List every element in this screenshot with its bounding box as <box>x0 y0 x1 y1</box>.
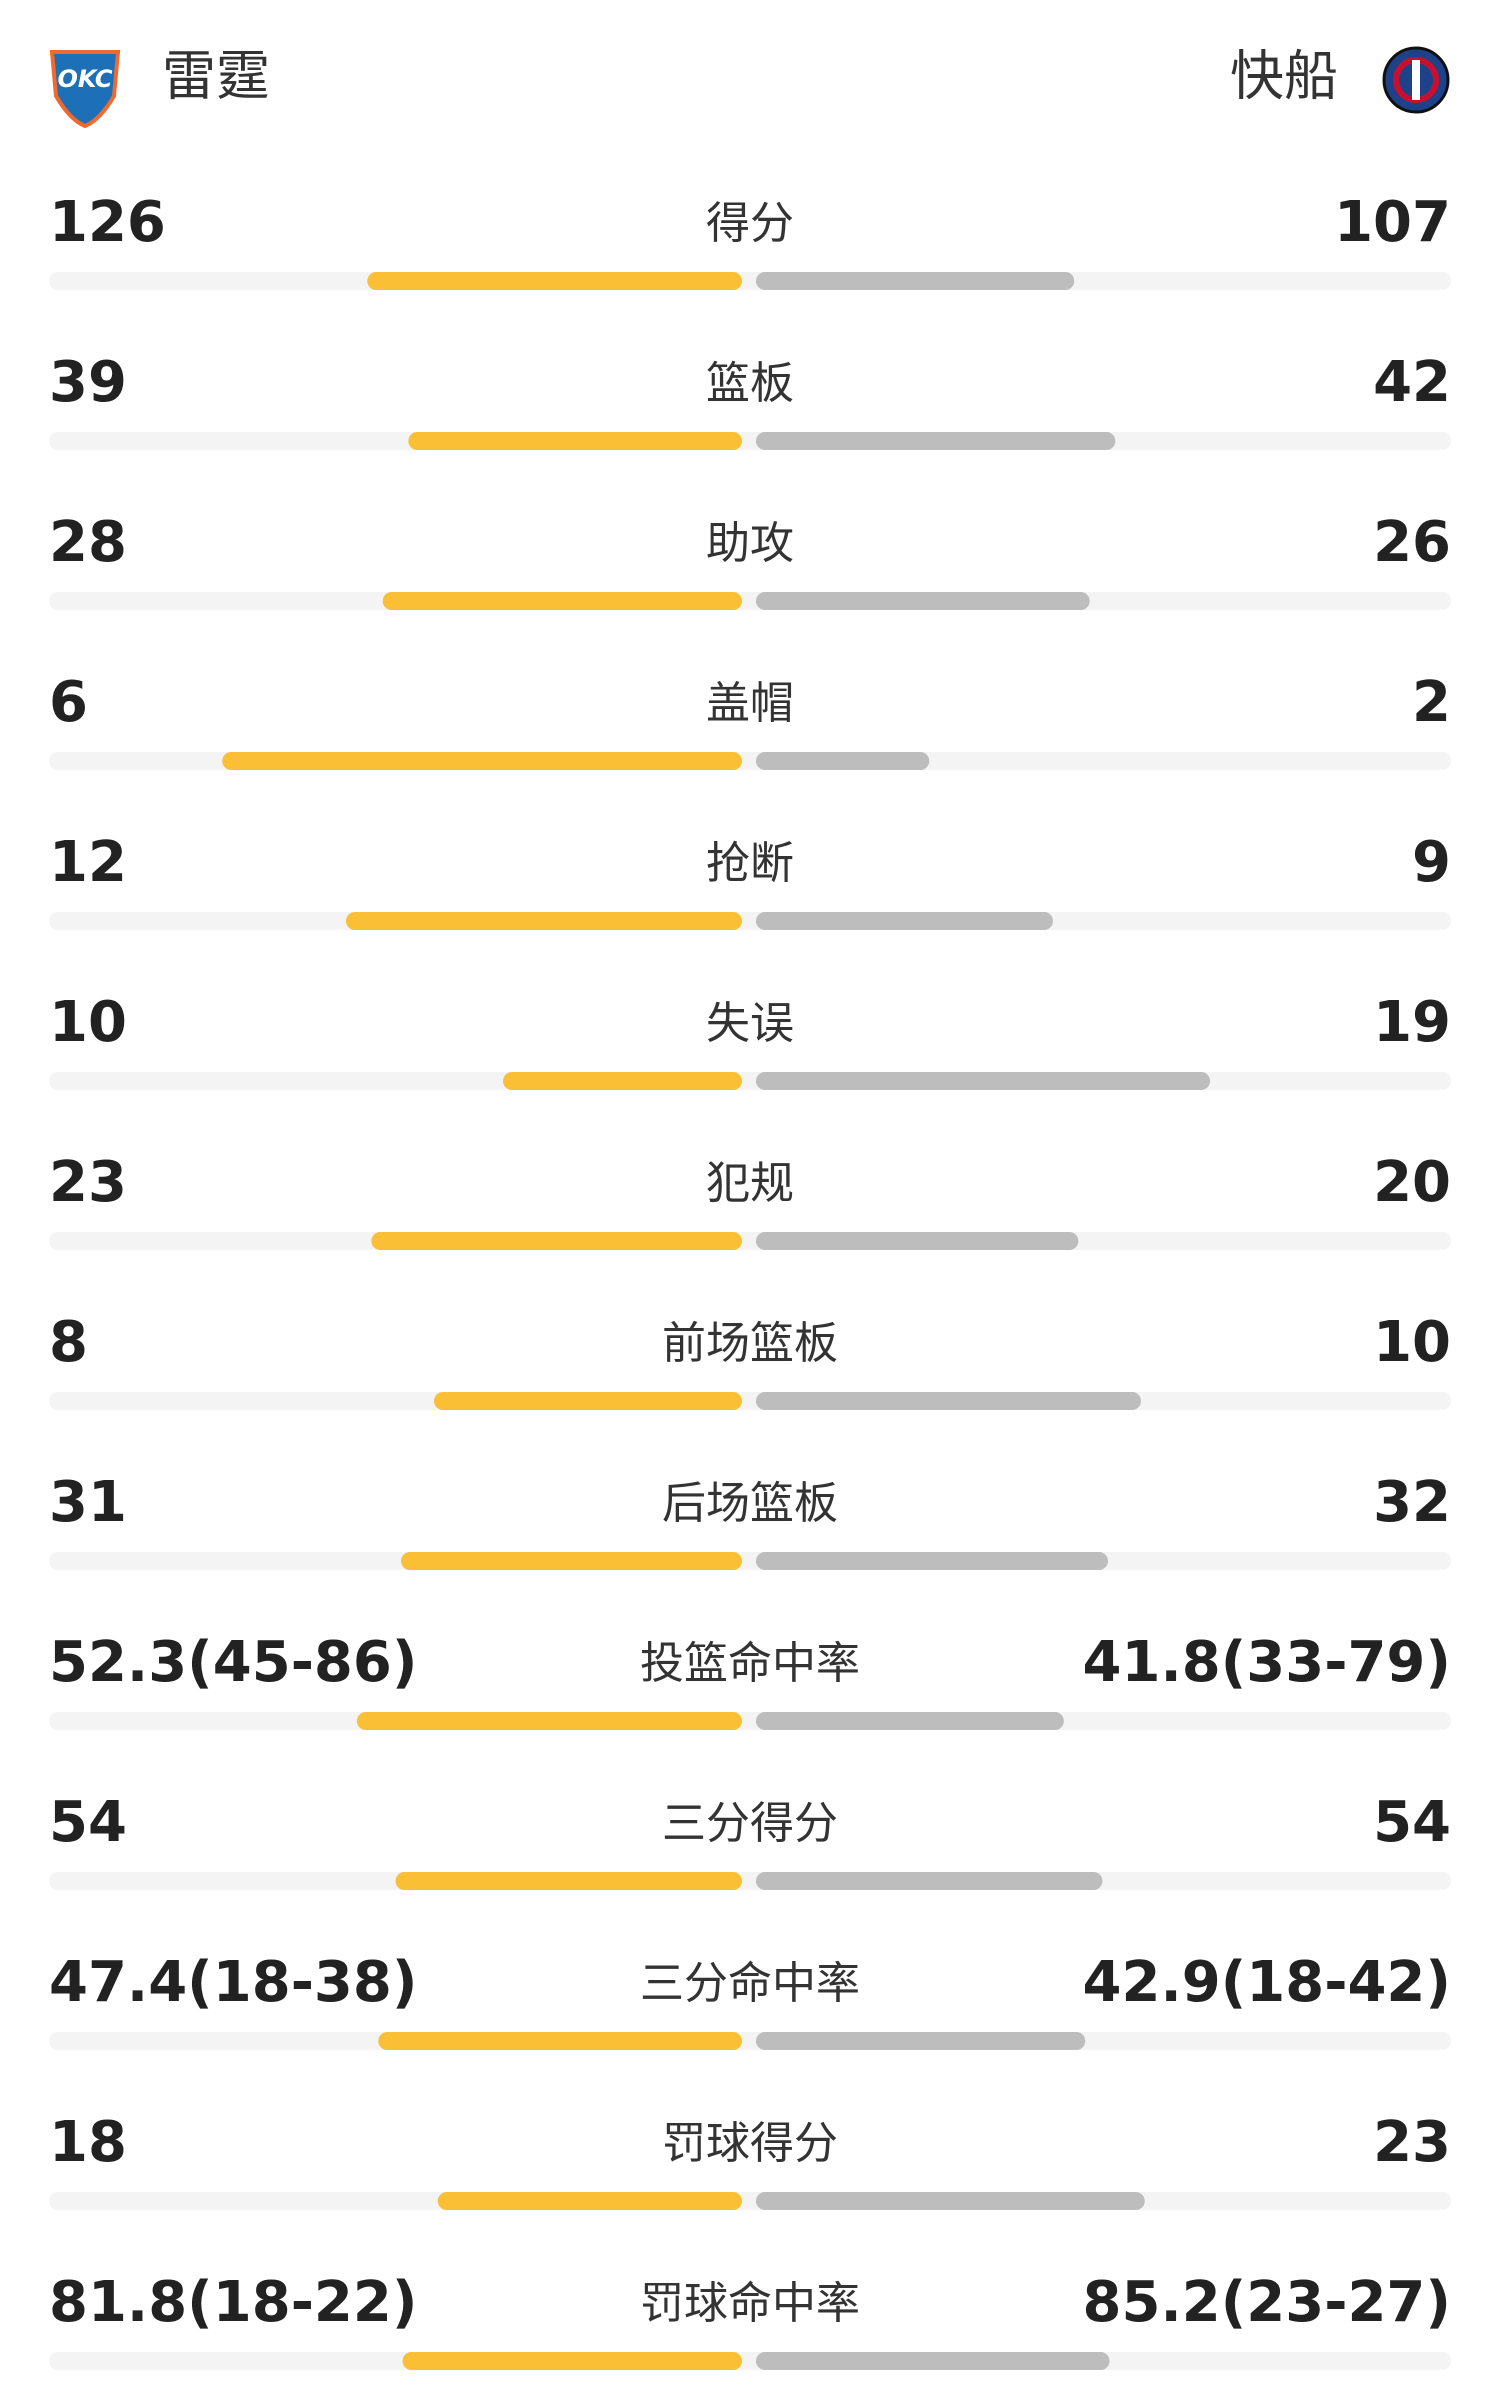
home-value: 126 <box>49 190 166 255</box>
away-bar <box>756 752 930 770</box>
stat-label: 后场篮板 <box>662 1478 838 1529</box>
stat-label: 三分得分 <box>662 1798 838 1849</box>
home-value: 23 <box>49 1150 127 1215</box>
bar-track <box>49 592 1451 610</box>
away-bar <box>756 1872 1103 1890</box>
away-bar <box>756 1712 1064 1730</box>
bar-track <box>49 432 1451 450</box>
bar-track <box>49 2192 1451 2210</box>
home-bar <box>382 592 742 610</box>
home-bar <box>222 752 742 770</box>
away-value: 41.8(33-79) <box>1083 1630 1451 1695</box>
home-bar <box>367 272 742 290</box>
stat-label: 投篮命中率 <box>640 1638 860 1689</box>
home-bar <box>437 2192 742 2210</box>
away-value: 32 <box>1373 1470 1451 1535</box>
away-bar <box>756 2352 1110 2370</box>
bar-track <box>49 1392 1451 1410</box>
bar-track <box>49 272 1451 290</box>
home-bar <box>434 1392 742 1410</box>
away-value: 20 <box>1373 1150 1451 1215</box>
away-bar <box>756 2032 1086 2050</box>
stat-label: 助攻 <box>706 518 794 569</box>
away-value: 26 <box>1373 510 1451 575</box>
away-value: 2 <box>1412 670 1451 735</box>
away-bar <box>756 1072 1211 1090</box>
away-value: 85.2(23-27) <box>1083 2270 1451 2335</box>
home-bar <box>408 432 742 450</box>
away-value: 107 <box>1334 190 1451 255</box>
away-bar <box>756 1552 1108 1570</box>
bar-track <box>49 1872 1451 1890</box>
stat-label: 抢断 <box>706 838 794 889</box>
home-bar <box>356 1712 742 1730</box>
home-value: 52.3(45-86) <box>49 1630 417 1695</box>
home-logo: OKC <box>49 50 121 129</box>
home-value: 54 <box>49 1790 127 1855</box>
away-value: 10 <box>1373 1310 1451 1375</box>
away-logo <box>1382 46 1450 114</box>
bar-track <box>49 1552 1451 1570</box>
home-bar <box>402 2352 742 2370</box>
stat-label: 前场篮板 <box>662 1318 838 1369</box>
away-bar <box>756 1392 1141 1410</box>
stat-label: 篮板 <box>706 358 794 409</box>
bar-track <box>49 1072 1451 1090</box>
home-value: 47.4(18-38) <box>49 1950 417 2015</box>
bar-track <box>49 2032 1451 2050</box>
home-logo-text: OKC <box>57 65 112 93</box>
away-bar <box>756 272 1075 290</box>
home-bar <box>395 1872 742 1890</box>
bar-track <box>49 2352 1451 2370</box>
home-bar <box>378 2032 742 2050</box>
home-value: 6 <box>49 670 88 735</box>
stat-label: 罚球命中率 <box>640 2278 860 2329</box>
home-value: 81.8(18-22) <box>49 2270 417 2335</box>
away-team: 快船 <box>1230 45 1338 108</box>
home-bar <box>503 1072 742 1090</box>
away-bar <box>756 432 1116 450</box>
stat-label: 罚球得分 <box>662 2118 838 2169</box>
away-value: 42 <box>1373 350 1451 415</box>
away-value: 9 <box>1412 830 1451 895</box>
home-value: 39 <box>49 350 127 415</box>
away-value: 23 <box>1373 2110 1451 2175</box>
home-bar <box>401 1552 742 1570</box>
stat-label: 三分命中率 <box>640 1958 860 2009</box>
home-bar <box>346 912 742 930</box>
stat-label: 得分 <box>706 198 794 249</box>
home-value: 12 <box>49 830 127 895</box>
home-value: 8 <box>49 1310 88 1375</box>
home-value: 28 <box>49 510 127 575</box>
away-bar <box>756 1232 1079 1250</box>
away-value: 54 <box>1373 1790 1451 1855</box>
away-value: 19 <box>1373 990 1451 1055</box>
bar-track <box>49 1232 1451 1250</box>
home-value: 31 <box>49 1470 127 1535</box>
home-bar <box>371 1232 742 1250</box>
away-value: 42.9(18-42) <box>1083 1950 1451 2015</box>
home-team: 雷霆 <box>162 45 270 108</box>
bar-track <box>49 1712 1451 1730</box>
stat-label: 盖帽 <box>706 678 794 729</box>
bar-track <box>49 912 1451 930</box>
away-bar <box>756 912 1053 930</box>
stat-label: 犯规 <box>706 1158 794 1209</box>
home-value: 18 <box>49 2110 127 2175</box>
away-bar <box>756 592 1090 610</box>
away-bar <box>756 2192 1145 2210</box>
stat-label: 失误 <box>706 998 794 1049</box>
home-value: 10 <box>49 990 127 1055</box>
